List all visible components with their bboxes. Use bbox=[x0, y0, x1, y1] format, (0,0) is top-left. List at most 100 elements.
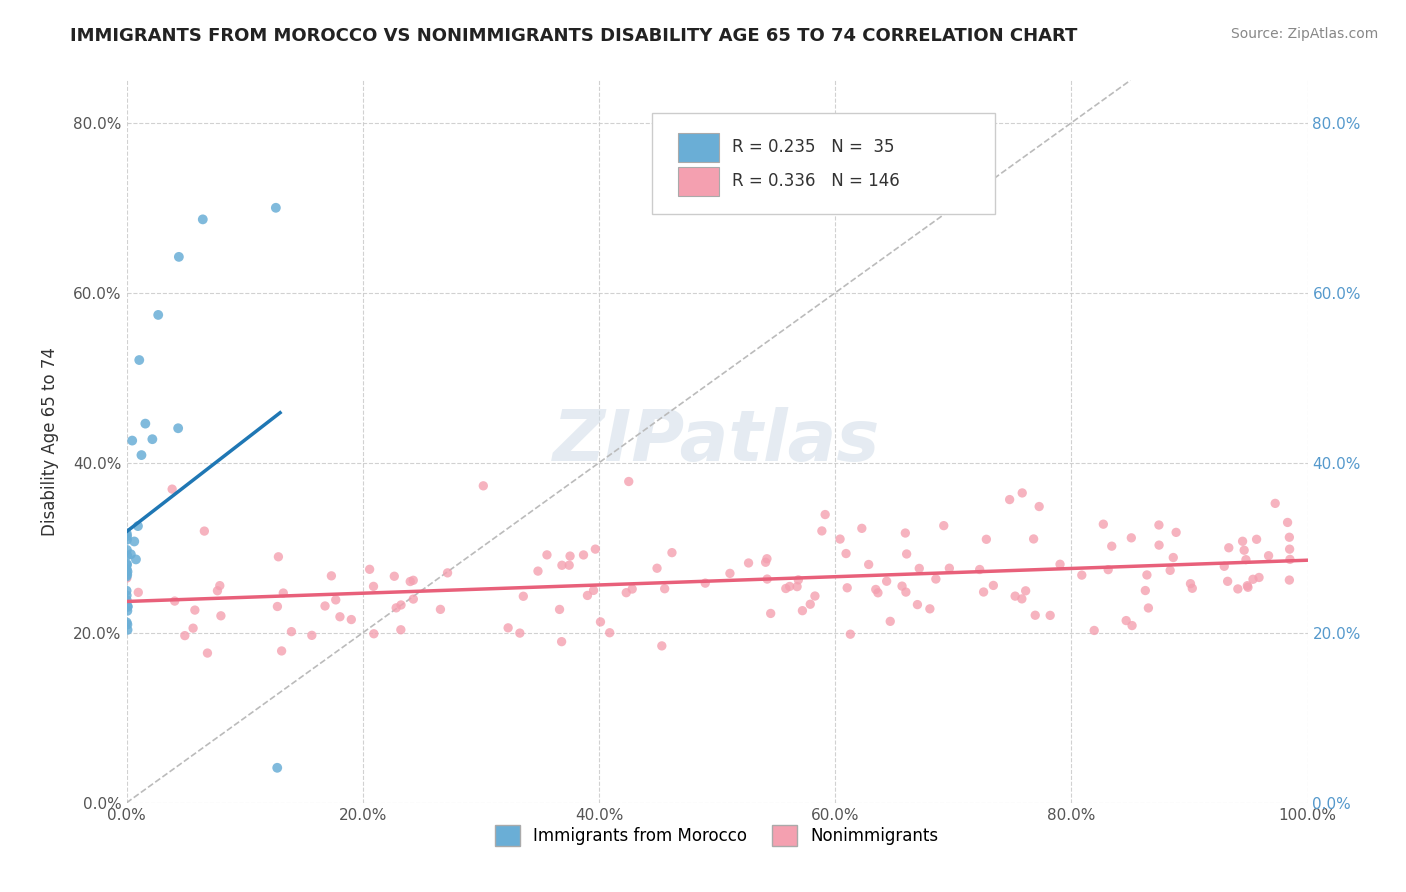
Point bbox=[1115, 614, 1137, 628]
Point bbox=[120, 547, 142, 561]
Point bbox=[1181, 582, 1204, 596]
Point bbox=[582, 583, 605, 598]
Point bbox=[363, 627, 385, 641]
Point bbox=[125, 552, 148, 566]
Point bbox=[858, 558, 880, 572]
Point bbox=[551, 558, 574, 573]
Point bbox=[1166, 525, 1188, 540]
Point bbox=[115, 557, 138, 571]
Point bbox=[550, 634, 572, 648]
Point bbox=[141, 432, 163, 446]
Point bbox=[1011, 486, 1033, 500]
Text: R = 0.336   N = 146: R = 0.336 N = 146 bbox=[733, 172, 900, 190]
Point bbox=[583, 542, 606, 557]
Point bbox=[779, 579, 801, 593]
Point bbox=[1218, 541, 1240, 555]
Point bbox=[536, 548, 558, 562]
Point bbox=[117, 599, 139, 614]
Point bbox=[527, 564, 550, 578]
Point bbox=[117, 549, 139, 563]
Point bbox=[558, 558, 581, 573]
Point bbox=[654, 582, 676, 596]
Point bbox=[270, 644, 292, 658]
Point bbox=[117, 617, 139, 632]
Point bbox=[1136, 568, 1159, 582]
Point bbox=[496, 621, 519, 635]
Point bbox=[207, 583, 229, 598]
Point bbox=[891, 579, 914, 593]
Point bbox=[1161, 550, 1184, 565]
Point bbox=[907, 598, 929, 612]
Point bbox=[811, 524, 834, 538]
Point bbox=[117, 599, 139, 614]
Point bbox=[973, 585, 995, 599]
Point bbox=[558, 549, 581, 563]
Point bbox=[756, 572, 779, 586]
Point bbox=[1121, 531, 1143, 545]
Point bbox=[599, 625, 621, 640]
Point bbox=[1028, 500, 1050, 514]
Point bbox=[755, 551, 778, 566]
Point bbox=[193, 524, 215, 538]
Point bbox=[804, 589, 827, 603]
Point bbox=[340, 613, 363, 627]
Point bbox=[576, 589, 599, 603]
Point bbox=[1121, 618, 1143, 632]
Point bbox=[389, 623, 412, 637]
Text: ZIPatlas: ZIPatlas bbox=[554, 407, 880, 476]
Y-axis label: Disability Age 65 to 74: Disability Age 65 to 74 bbox=[41, 347, 59, 536]
Point bbox=[321, 569, 343, 583]
Point bbox=[163, 594, 186, 608]
Point bbox=[173, 629, 195, 643]
Point bbox=[1092, 517, 1115, 532]
Point bbox=[325, 593, 347, 607]
Point bbox=[1278, 552, 1301, 566]
Point bbox=[329, 609, 352, 624]
Point bbox=[879, 615, 901, 629]
Point bbox=[1083, 624, 1105, 638]
Point bbox=[127, 585, 149, 599]
Point bbox=[1277, 516, 1299, 530]
Point bbox=[1011, 591, 1033, 606]
Point bbox=[1014, 583, 1036, 598]
FancyBboxPatch shape bbox=[678, 133, 720, 162]
Point bbox=[389, 598, 412, 612]
Point bbox=[1024, 608, 1046, 623]
Point bbox=[115, 571, 138, 585]
Point bbox=[436, 566, 458, 580]
Point bbox=[828, 532, 851, 546]
Point bbox=[835, 547, 858, 561]
Point bbox=[932, 518, 955, 533]
Point bbox=[1264, 496, 1286, 510]
Point bbox=[969, 562, 991, 576]
Point bbox=[115, 569, 138, 583]
Point bbox=[925, 572, 948, 586]
Point bbox=[617, 475, 640, 489]
Point bbox=[266, 761, 288, 775]
Point bbox=[127, 519, 149, 533]
Text: Source: ZipAtlas.com: Source: ZipAtlas.com bbox=[1230, 27, 1378, 41]
Point bbox=[695, 576, 717, 591]
Point bbox=[1004, 589, 1026, 603]
Point bbox=[117, 565, 139, 579]
Point bbox=[267, 549, 290, 564]
Point bbox=[197, 646, 219, 660]
Point bbox=[759, 607, 782, 621]
Point bbox=[1039, 608, 1062, 623]
Point bbox=[382, 569, 405, 583]
Point bbox=[121, 434, 143, 448]
Point bbox=[509, 626, 531, 640]
Point bbox=[865, 582, 887, 597]
Point bbox=[184, 603, 207, 617]
Point bbox=[1278, 573, 1301, 587]
Point bbox=[787, 573, 810, 587]
Point bbox=[1226, 582, 1249, 596]
Legend: Immigrants from Morocco, Nonimmigrants: Immigrants from Morocco, Nonimmigrants bbox=[488, 819, 946, 852]
Point bbox=[115, 542, 138, 557]
Point bbox=[1232, 534, 1254, 549]
Point bbox=[512, 589, 534, 603]
Point bbox=[548, 602, 571, 616]
Point bbox=[1137, 601, 1160, 615]
Point bbox=[614, 585, 637, 599]
Point bbox=[1236, 579, 1258, 593]
